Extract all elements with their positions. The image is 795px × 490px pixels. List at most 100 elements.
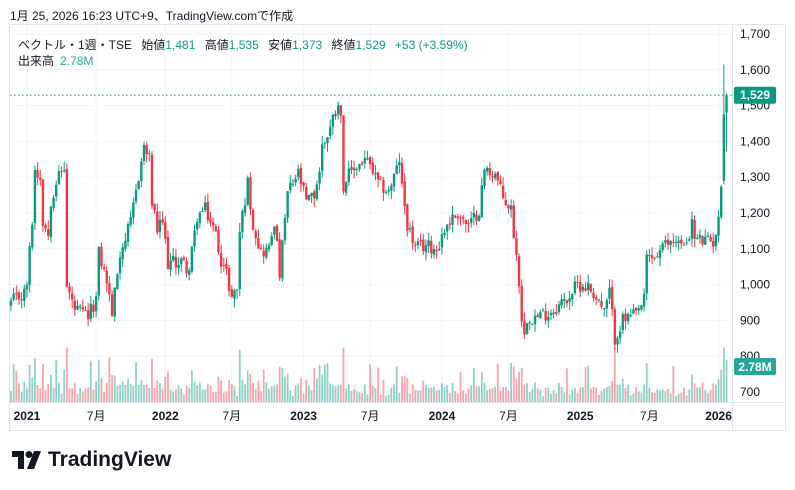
volume-bar [238,349,241,402]
candle-body [677,240,680,243]
candle [76,299,79,311]
candle-body [257,237,260,249]
volume-bar [103,392,105,402]
candle-body [595,297,598,300]
candle-body [483,169,486,186]
candle-body [446,224,449,232]
candle-body [480,185,484,217]
volume-bar [244,384,246,402]
candle [211,217,215,232]
volume-bar [65,347,68,402]
volume-bar [214,391,217,402]
volume-bar [387,394,390,402]
volume-bar [390,387,393,402]
candle-body [336,105,340,115]
candle [496,170,499,187]
volume-bar [286,373,289,402]
candle [579,274,582,298]
candle [698,229,702,244]
volume-bar [643,384,645,402]
candle [12,287,15,302]
candle-body [571,294,574,300]
candle-body [235,289,239,291]
volume-bar [220,380,223,402]
volume-bar [92,389,95,402]
candle [355,167,358,176]
candle-body [440,234,444,248]
candle-body [185,260,188,274]
candle [714,234,718,252]
candle-body [57,171,61,185]
volume-bar [576,392,579,402]
candle [424,239,428,261]
time-tick-label: 2022 [152,409,179,423]
volume-bar [414,389,417,402]
price-chart[interactable]: 1,7001,6001,5001,4001,3001,2001,1001,000… [0,0,795,440]
volume-bar [547,387,550,402]
volume-bar [63,369,66,402]
candle [475,210,478,226]
candle-body [137,180,140,189]
volume-bar [675,395,677,402]
candle [201,207,204,213]
candle [233,288,236,308]
candle-body [672,241,675,243]
candle [499,175,502,185]
candle [100,242,103,270]
volume-bar [257,380,260,402]
volume-bar [140,380,143,402]
candle-body [190,246,194,272]
tradingview-logo[interactable]: TradingView [12,448,171,472]
time-axis[interactable]: 2021 7月 2022 7月 2023 7月 2024 7月 2025 7月 2026 [14,409,733,423]
candle-body [462,216,465,219]
volume-bar [318,364,321,402]
candle-body [100,246,103,267]
candle [110,290,114,318]
volume-bar [180,388,183,402]
volume-bar [456,393,459,402]
candle-body [610,286,614,310]
candle-body [196,222,199,230]
candle-body [549,312,553,316]
volume-bar [539,389,542,402]
volume-bar [18,383,20,402]
volume-bar [651,392,653,402]
volume-bar [334,386,337,402]
candle-body [565,299,569,304]
candle-body [541,310,545,312]
volume-bar [433,386,435,402]
candle [65,163,69,287]
candle-body [395,165,398,175]
candle-body [722,114,726,181]
candle-body [273,226,276,235]
candle [278,232,281,281]
volume-bar [281,368,284,402]
tradingview-logo-icon [12,451,41,469]
candle-body [520,286,523,322]
volume-bar [217,376,220,402]
candle-body [568,298,571,302]
candle [185,257,188,278]
candle [720,184,723,220]
volume-bar [119,384,121,402]
volume-bar [664,391,667,402]
volume-bar [249,374,252,402]
volume-bar [704,390,707,402]
candle [86,302,90,327]
logo-text: TradingView [48,448,172,471]
candle-body [477,216,481,221]
candle [581,284,585,294]
price-axis[interactable]: 1,7001,6001,5001,4001,3001,2001,1001,000… [740,27,770,399]
volume-bar [478,386,481,402]
volume-bar [198,382,201,402]
candle [289,175,292,194]
candle [568,291,571,310]
candle [118,251,122,280]
volume-bar [302,393,305,402]
candle-body [182,257,186,260]
candle-body [44,225,47,229]
candle [560,294,563,309]
volume-bar [177,385,180,402]
volume-bar [449,393,451,402]
volume-bar [73,382,76,402]
